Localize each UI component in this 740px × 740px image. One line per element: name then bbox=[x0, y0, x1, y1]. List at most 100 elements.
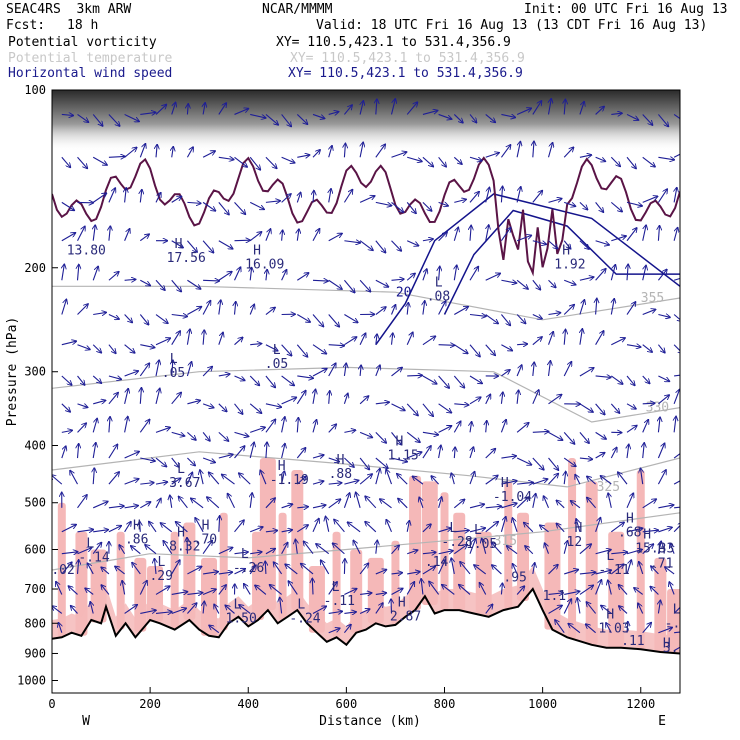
wind-vector bbox=[344, 480, 358, 485]
wind-vector bbox=[124, 452, 139, 459]
wind-vector bbox=[108, 156, 125, 157]
wind-vector bbox=[548, 457, 559, 470]
wind-vector bbox=[375, 240, 386, 253]
wind-vector bbox=[176, 522, 188, 533]
wind-vector bbox=[549, 99, 552, 115]
wind-vector bbox=[101, 585, 110, 595]
wind-vector bbox=[548, 431, 563, 440]
wind-vector bbox=[501, 392, 502, 404]
wind-vector bbox=[564, 591, 579, 595]
wind-vector bbox=[186, 147, 193, 158]
wind-vector bbox=[77, 530, 94, 532]
wind-vector bbox=[77, 375, 85, 385]
wind-vector bbox=[642, 196, 658, 203]
wind-vector bbox=[469, 315, 486, 317]
pv-extremum-letter: L bbox=[332, 580, 340, 595]
wind-vector bbox=[108, 344, 116, 353]
wind-vector bbox=[359, 396, 368, 405]
wind-vector bbox=[469, 267, 478, 281]
pv-extremum-letter: L bbox=[297, 597, 305, 612]
wind-vector bbox=[673, 113, 680, 120]
wind-vector bbox=[218, 454, 233, 459]
wind-vector bbox=[329, 391, 330, 404]
wind-vector bbox=[297, 418, 298, 433]
wind-vector bbox=[265, 114, 278, 124]
wind-vector bbox=[312, 505, 326, 508]
wind-vector bbox=[218, 103, 226, 115]
wind-vector bbox=[139, 581, 147, 595]
wind-speed-contour bbox=[443, 209, 680, 315]
pv-fill-column bbox=[608, 531, 625, 648]
wind-vector bbox=[413, 476, 424, 485]
wind-vector bbox=[124, 229, 130, 241]
wind-vector bbox=[469, 504, 484, 509]
wind-vector bbox=[606, 623, 612, 633]
pv-extremum-letter: L bbox=[234, 597, 242, 612]
wind-vector bbox=[641, 468, 643, 485]
pv-extremum-letter: H bbox=[575, 521, 583, 536]
wind-vector bbox=[485, 604, 493, 614]
wind-vector bbox=[214, 604, 220, 614]
wind-vector bbox=[657, 189, 667, 203]
wind-vector bbox=[658, 417, 660, 433]
wind-vector bbox=[202, 240, 213, 253]
wind-vector bbox=[391, 279, 404, 280]
wind-vector bbox=[61, 375, 72, 385]
wind-vector bbox=[77, 344, 90, 350]
wind-vector bbox=[281, 194, 291, 203]
wind-vector bbox=[626, 228, 637, 242]
wind-vector bbox=[512, 518, 518, 532]
wind-vector bbox=[365, 522, 377, 533]
wind-vector bbox=[438, 202, 448, 205]
wind-vector bbox=[642, 156, 655, 166]
wind-vector bbox=[187, 202, 200, 203]
pv-extremum-letter: H bbox=[395, 435, 403, 450]
wind-vector bbox=[312, 280, 328, 281]
wind-vector bbox=[172, 360, 173, 377]
pv-fill-column bbox=[75, 531, 88, 636]
wind-vector bbox=[459, 585, 471, 595]
wind-vector bbox=[101, 567, 110, 575]
wind-vector bbox=[501, 344, 512, 351]
wind-vector bbox=[234, 202, 246, 214]
wind-vector bbox=[218, 572, 232, 574]
wind-vector bbox=[548, 240, 558, 249]
theta-contour bbox=[52, 451, 680, 488]
y-axis-label: Pressure (hPa) bbox=[5, 317, 20, 427]
wind-vector bbox=[265, 156, 277, 168]
wind-vector bbox=[469, 539, 476, 554]
wind-vector bbox=[203, 602, 204, 614]
wind-vector bbox=[642, 420, 649, 433]
wind-vector bbox=[650, 587, 659, 595]
pv-extremum-letter: H bbox=[626, 511, 634, 526]
wind-vector bbox=[108, 393, 118, 405]
wind-vector bbox=[587, 476, 596, 485]
wind-vector bbox=[639, 562, 644, 575]
wind-vector bbox=[375, 593, 386, 595]
wind-vector bbox=[155, 586, 170, 595]
wind-vector bbox=[391, 201, 404, 212]
wind-vector bbox=[548, 565, 558, 575]
wind-vector bbox=[85, 588, 94, 595]
wind-vector bbox=[222, 475, 235, 485]
pv-extremum-value: 15.33 bbox=[635, 542, 674, 557]
wind-vector bbox=[548, 199, 562, 203]
wind-vector bbox=[626, 375, 635, 385]
wind-vector bbox=[312, 150, 320, 158]
wind-vector bbox=[595, 580, 602, 595]
wind-vector bbox=[422, 552, 436, 553]
wind-vector bbox=[611, 236, 626, 242]
wind-vector bbox=[333, 543, 345, 555]
wind-vector bbox=[255, 585, 267, 595]
wind-vector bbox=[657, 443, 664, 459]
wind-vector bbox=[380, 499, 392, 509]
wind-vector bbox=[610, 564, 623, 575]
wind-vector bbox=[234, 403, 243, 414]
wind-vector bbox=[301, 564, 314, 575]
wind-vector bbox=[92, 419, 97, 433]
wind-vector bbox=[360, 142, 363, 158]
wind-vector bbox=[297, 273, 308, 281]
wind-vector bbox=[658, 395, 669, 405]
